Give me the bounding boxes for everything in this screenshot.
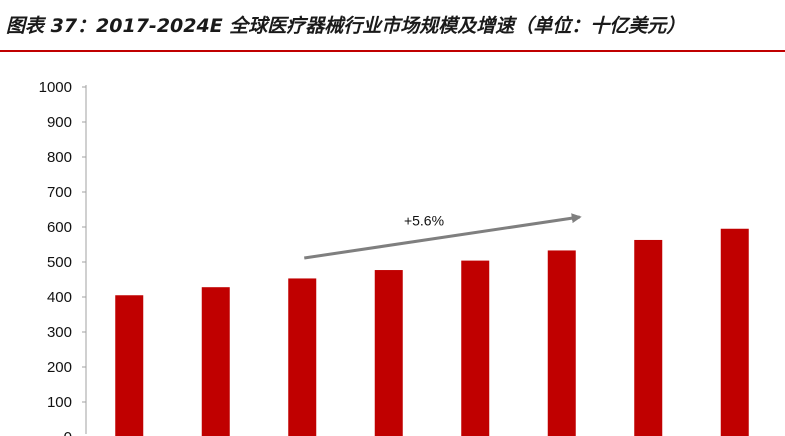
bar-2022 [547, 250, 576, 436]
y-tick-label: 400 [47, 289, 72, 306]
bar-series [115, 228, 749, 436]
y-tick-label: 700 [47, 184, 72, 201]
y-tick-label: 1000 [39, 79, 72, 96]
y-tick-label: 600 [47, 219, 72, 236]
y-tick-label: 500 [47, 254, 72, 271]
page-title: 图表 37：2017-2024E 全球医疗器械行业市场规模及增速（单位：十亿美元… [6, 15, 686, 37]
bar-chart: 10009008007006005004003002001000 +5.6% [39, 79, 749, 436]
y-tick-label: 0 [64, 429, 72, 436]
y-tick-label: 200 [47, 359, 72, 376]
y-tick-label: 300 [47, 324, 72, 341]
y-axis-ticks: 10009008007006005004003002001000 [39, 79, 86, 436]
bar-2019 [288, 278, 317, 436]
bar-2017 [115, 295, 144, 436]
growth-arrow [304, 213, 582, 260]
bar-2018 [201, 287, 230, 436]
y-tick-label: 900 [47, 114, 72, 131]
bar-2021 [461, 260, 490, 436]
bar-2020 [374, 270, 403, 436]
title-divider [0, 50, 785, 52]
growth-annotation: +5.6% [304, 213, 582, 260]
y-tick-label: 100 [47, 394, 72, 411]
growth-rate-label: +5.6% [404, 213, 444, 229]
y-tick-label: 800 [47, 149, 72, 166]
bar-2023 [634, 239, 663, 436]
bar-2024E [720, 228, 749, 436]
